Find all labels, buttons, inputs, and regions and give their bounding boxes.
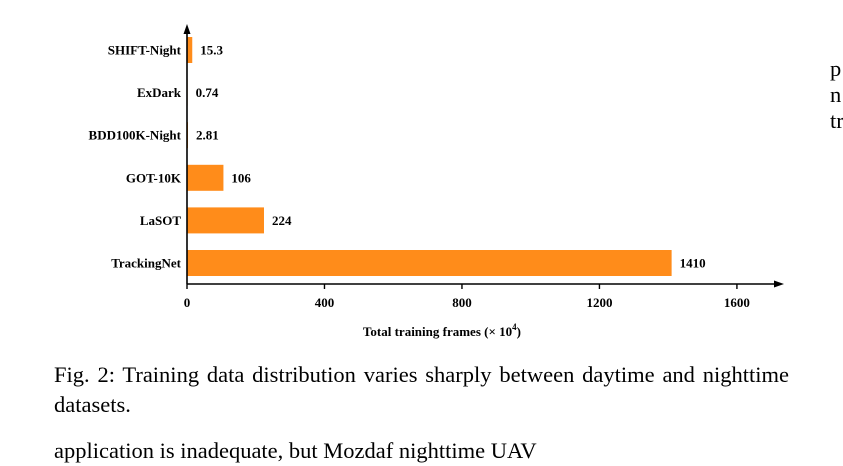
category-label: ExDark (137, 85, 182, 100)
category-label: BDD100K-Night (89, 128, 182, 143)
bars-layer (187, 37, 672, 276)
y-axis-arrow-icon (183, 24, 191, 34)
category-label: SHIFT-Night (108, 43, 182, 58)
bar-shift-night (187, 37, 193, 63)
x-axis-label-superscript: 4 (512, 322, 517, 332)
bar-got-10k (187, 164, 224, 191)
x-axis-label: Total training frames (× 104) (363, 322, 521, 339)
figure-caption: Fig. 2: Training data distribution varie… (54, 362, 789, 417)
x-tick-label: 800 (452, 295, 472, 310)
category-label: GOT-10K (126, 170, 182, 185)
x-tick-label: 1200 (586, 295, 612, 310)
x-tick-label: 0 (184, 295, 191, 310)
value-label: 15.3 (200, 43, 223, 58)
value-label: 1410 (680, 256, 706, 271)
side-text-line: tr (830, 108, 843, 133)
body-text-line: application is inadequate, but Mozdaf ni… (54, 438, 537, 463)
category-label: LaSOT (140, 213, 182, 228)
side-text-line: p (830, 56, 842, 81)
x-tick-label: 400 (315, 295, 335, 310)
value-label: 106 (231, 170, 251, 185)
x-ticks-layer: 0 400 800 1200 1600 (184, 284, 750, 310)
labels-layer: SHIFT-Night 15.3 ExDark 0.74 BDD100K-Night 2.… (89, 43, 706, 271)
x-axis-label-suffix: ) (517, 324, 521, 339)
value-label: 2.81 (196, 128, 219, 143)
bar-lasot (187, 207, 264, 234)
x-axis-label-text: Total training frames (× 10 (363, 324, 512, 339)
side-column-text: p n tr (830, 56, 843, 134)
x-tick-label: 1600 (724, 295, 750, 310)
value-label: 224 (272, 213, 292, 228)
x-axis-arrow-icon (774, 280, 784, 288)
value-label: 0.74 (196, 85, 219, 100)
side-text-line: n (830, 82, 842, 107)
category-label: TrackingNet (111, 256, 181, 271)
bar-trackingnet (187, 250, 672, 276)
bar-chart: SHIFT-Night 15.3 ExDark 0.74 BDD100K-Night 2.… (89, 24, 784, 339)
